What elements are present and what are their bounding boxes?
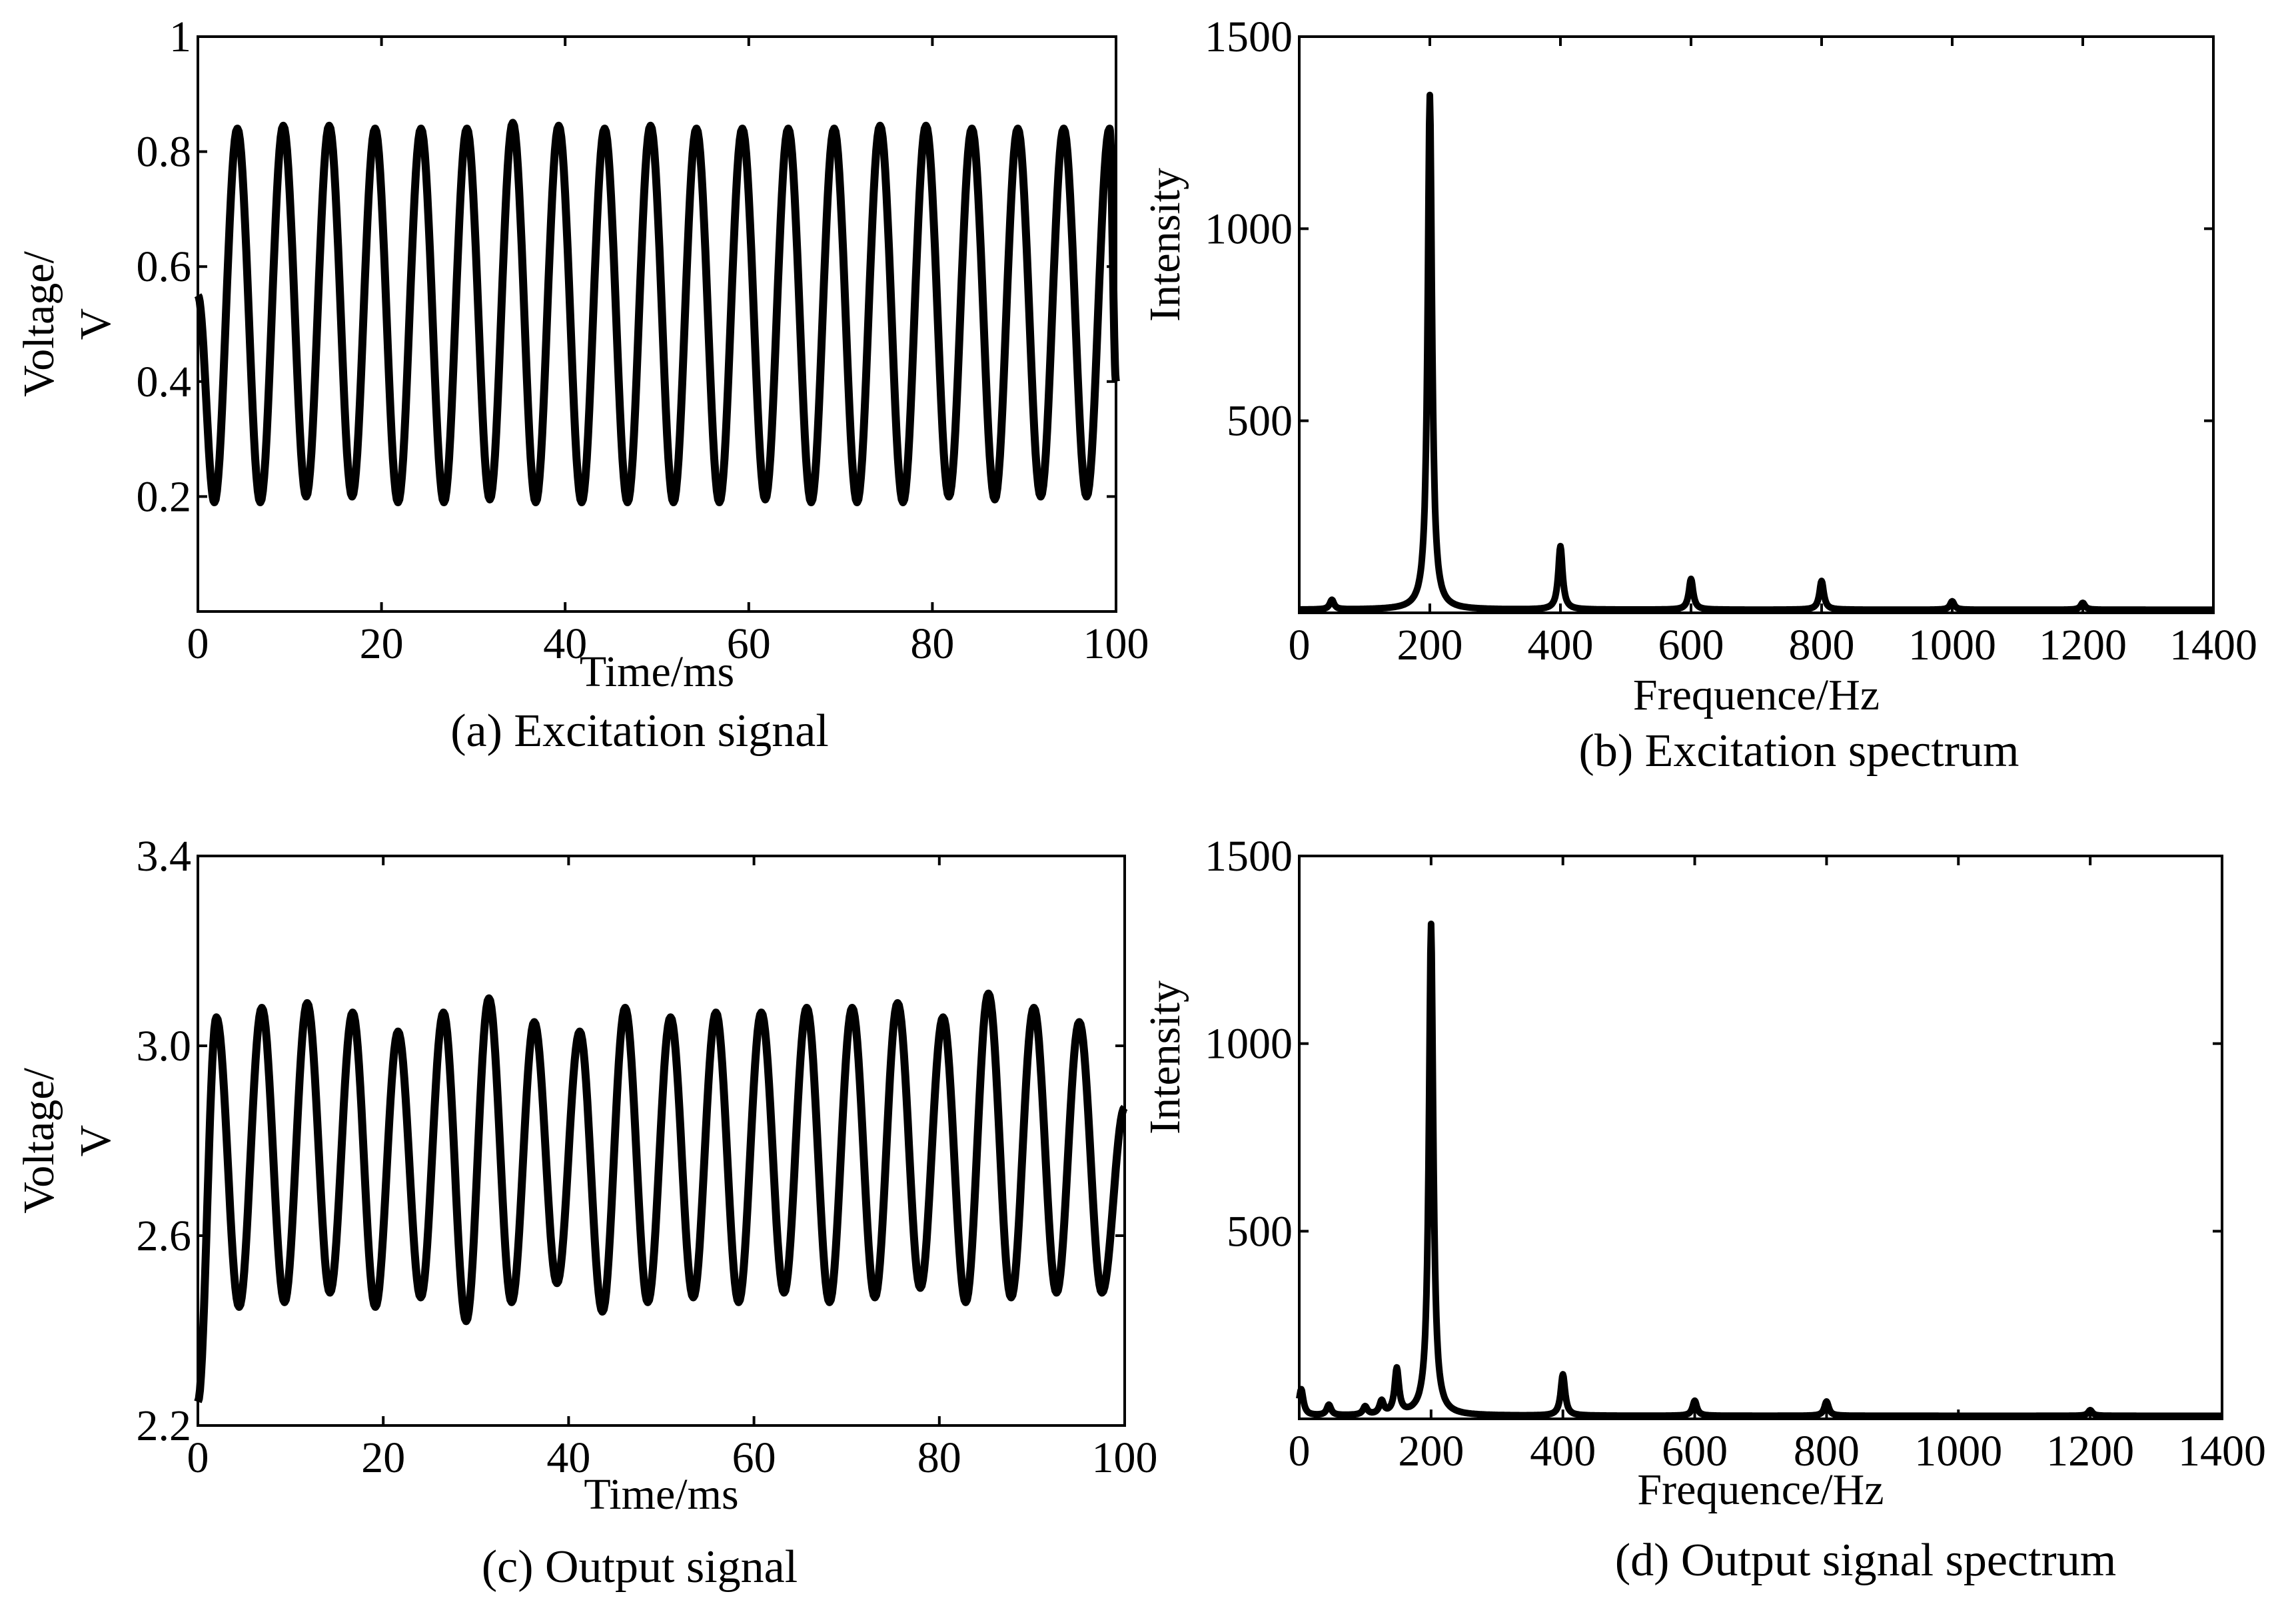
x-tick-label: 0: [187, 619, 209, 668]
x-axis-label: Frequence/Hz: [1637, 1465, 1884, 1514]
x-tick-label: 40: [543, 619, 587, 668]
chart-panel-d: 0 200 400 600 800 1000 1200 1400 500 1000 1500 Freq…: [1141, 832, 2266, 1586]
x-tick-label: 800: [1789, 621, 1855, 669]
x-tick-label: 1200: [2039, 621, 2127, 669]
chart-panel-a: 0 20 40 60 80 100 0.2 0.4 0.6 0.8 1 Time/ms Voltage/…: [15, 13, 1149, 757]
x-tick-label: 1000: [1914, 1427, 2002, 1475]
signal-line: [194, 989, 1128, 1404]
plot-frame: [197, 855, 1126, 1427]
y-axis-label: Intensity: [1141, 981, 1189, 1134]
spectrum-line: [1297, 91, 2216, 613]
plot-frame: [197, 35, 1117, 613]
x-tick-label: 40: [546, 1433, 590, 1482]
x-tick-label: 0: [1289, 621, 1311, 669]
x-tick-label: 1200: [2046, 1427, 2134, 1475]
y-tick-label: 2.2: [137, 1402, 192, 1450]
panel-caption: (b) Excitation spectrum: [1579, 725, 2019, 777]
panel-caption: (a) Excitation signal: [450, 705, 829, 757]
y-axis-label: Intensity: [1141, 168, 1189, 322]
x-tick-label: 1400: [2178, 1427, 2266, 1475]
x-tick-label: 1000: [1908, 621, 1996, 669]
y-tick-label: 500: [1227, 397, 1293, 446]
y-axis-label: Voltage/: [15, 1067, 63, 1213]
y-tick-label: 1: [169, 13, 191, 61]
y-tick-label: 1500: [1205, 832, 1293, 881]
y-axis-label-unit: V: [71, 308, 120, 340]
x-tick-label: 800: [1794, 1427, 1860, 1475]
chart-panel-c: 0 20 40 60 80 100 2.2 2.6 3.0 3.4 Time/ms Voltage/V…: [15, 832, 1158, 1593]
y-tick-label: 0.6: [137, 242, 192, 291]
panel-caption: (d) Output signal spectrum: [1615, 1535, 2116, 1586]
y-tick-label: 3.0: [137, 1022, 192, 1070]
x-tick-label: 80: [910, 619, 954, 668]
x-tick-label: 400: [1528, 621, 1594, 669]
spectrum-line: [1296, 921, 2225, 1420]
x-tick-label: 60: [732, 1433, 776, 1482]
x-tick-label: 20: [361, 1433, 405, 1482]
signal-line: [194, 119, 1120, 506]
x-tick-label: 600: [1658, 621, 1724, 669]
y-tick-label: 0.4: [137, 358, 192, 406]
panel-caption: (c) Output signal: [482, 1541, 798, 1593]
y-tick-label: 1000: [1205, 1020, 1293, 1068]
x-tick-label: 0: [1289, 1427, 1311, 1475]
y-tick-label: 0.8: [137, 128, 192, 177]
x-tick-label: 100: [1092, 1433, 1158, 1482]
y-axis-label-unit: V: [71, 1125, 120, 1157]
x-tick-label: 200: [1398, 1427, 1464, 1475]
y-tick-label: 1500: [1205, 13, 1293, 61]
x-tick-label: 600: [1662, 1427, 1728, 1475]
y-axis-label: Voltage/: [15, 250, 63, 396]
x-tick-label: 1400: [2169, 621, 2257, 669]
y-tick-label: 3.4: [137, 832, 192, 881]
y-tick-label: 1000: [1205, 204, 1293, 253]
x-tick-label: 0: [187, 1433, 209, 1482]
y-tick-label: 0.2: [137, 472, 192, 521]
y-tick-label: 2.6: [137, 1212, 192, 1260]
x-axis-label: Time/ms: [580, 647, 734, 696]
x-tick-label: 80: [917, 1433, 961, 1482]
x-tick-label: 60: [727, 619, 771, 668]
x-tick-label: 20: [360, 619, 404, 668]
x-axis-label: Time/ms: [584, 1470, 738, 1519]
chart-panel-b: 0 200 400 600 800 1000 1200 1400 500 1000 1500 Freq…: [1141, 13, 2257, 777]
x-tick-label: 100: [1083, 619, 1149, 668]
x-tick-label: 200: [1397, 621, 1463, 669]
x-axis-label: Frequence/Hz: [1633, 671, 1880, 719]
x-tick-label: 400: [1530, 1427, 1596, 1475]
y-tick-label: 500: [1227, 1207, 1293, 1256]
